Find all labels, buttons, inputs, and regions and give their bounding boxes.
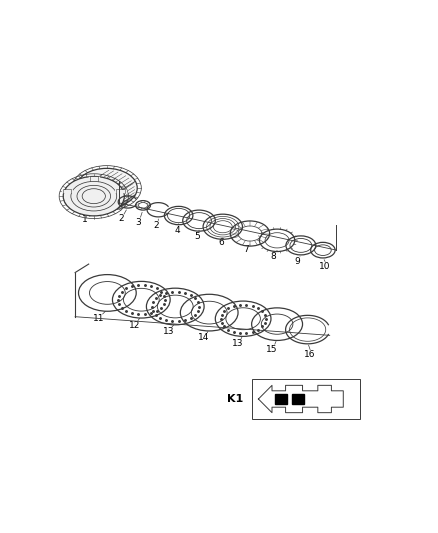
Bar (251, 379, 360, 418)
Text: K1: K1 (227, 394, 243, 404)
Text: 2: 2 (118, 214, 124, 223)
Text: 2: 2 (154, 221, 159, 230)
Text: 7: 7 (244, 245, 249, 254)
Text: 9: 9 (295, 257, 300, 266)
Text: 12: 12 (129, 321, 140, 330)
Text: 11: 11 (93, 314, 105, 323)
Text: 8: 8 (271, 252, 276, 261)
Text: 13: 13 (232, 340, 244, 349)
Bar (276, 394, 287, 404)
Text: 4: 4 (174, 225, 180, 235)
Text: 14: 14 (198, 333, 210, 342)
Text: 6: 6 (218, 238, 224, 247)
Text: 5: 5 (194, 232, 200, 241)
Text: 10: 10 (319, 262, 330, 271)
Bar (293, 394, 304, 404)
Text: 3: 3 (135, 218, 141, 227)
Text: 15: 15 (266, 345, 278, 354)
Ellipse shape (63, 176, 124, 216)
Text: 16: 16 (304, 350, 315, 359)
Text: 13: 13 (162, 327, 174, 336)
Text: 1: 1 (82, 215, 88, 224)
Ellipse shape (76, 168, 137, 208)
